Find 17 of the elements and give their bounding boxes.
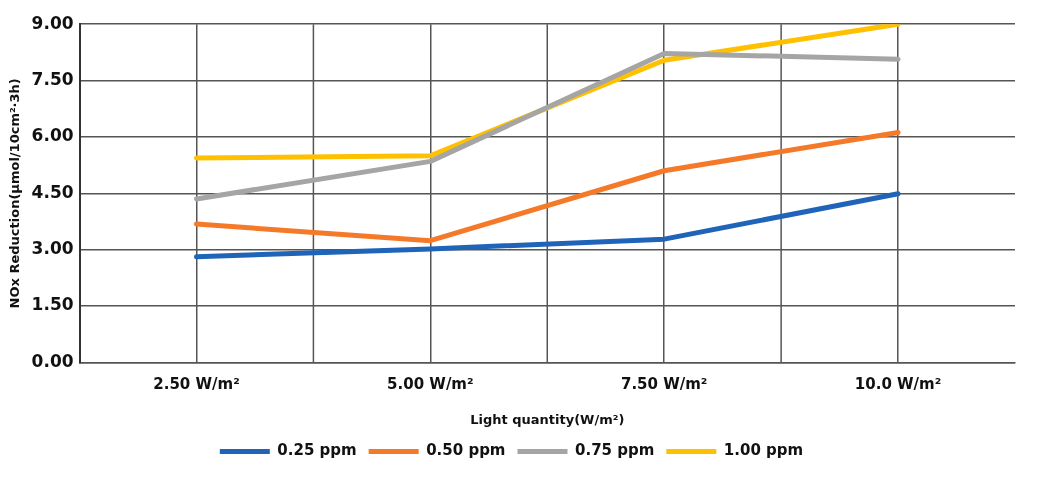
legend-label: 1.00 ppm — [723, 441, 804, 460]
y-tick-label: 9.00 — [31, 12, 74, 33]
y-tick-label: 4.50 — [31, 181, 74, 202]
x-tick-label: 5.00 W/m² — [387, 375, 474, 394]
y-tick-label: 3.00 — [31, 238, 74, 259]
y-tick-label: 6.00 — [31, 125, 74, 146]
x-tick-label: 2.50 W/m² — [153, 375, 240, 394]
y-tick-label: 1.50 — [31, 294, 74, 315]
x-tick-label: 10.0 W/m² — [854, 375, 942, 394]
x-axis-title: Light quantity(W/m²) — [470, 411, 625, 427]
x-tick-label: 7.50 W/m² — [620, 375, 708, 394]
y-tick-label: 0.00 — [31, 350, 74, 371]
y-tick-label: 7.50 — [31, 68, 74, 89]
legend-label: 0.75 ppm — [575, 441, 655, 460]
y-axis-title: NOx Reduction(μmol/10cm²·3h) — [7, 78, 23, 309]
legend-label: 0.25 ppm — [277, 441, 357, 460]
legend-label: 0.50 ppm — [426, 441, 506, 460]
